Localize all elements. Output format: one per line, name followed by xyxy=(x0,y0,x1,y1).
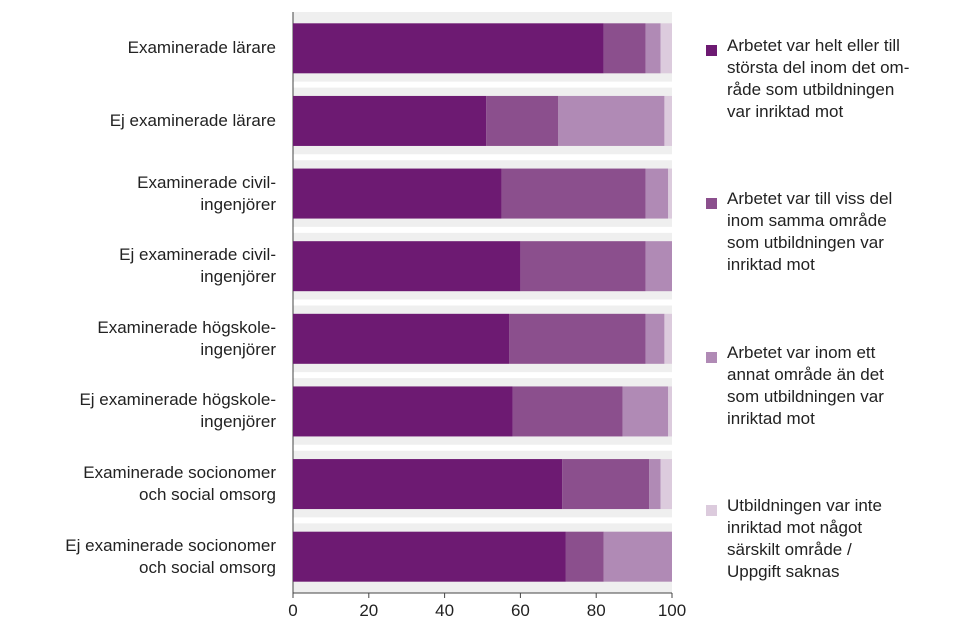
bar-segment xyxy=(509,313,646,364)
band-gap xyxy=(293,299,672,306)
x-tick-label: 20 xyxy=(359,601,378,617)
legend-swatch xyxy=(706,505,717,516)
y-tick-label: Ej examinerade socionomer och social oms… xyxy=(65,535,276,577)
bar-segment xyxy=(645,168,669,219)
bar-segment xyxy=(645,313,665,364)
bar-segment xyxy=(293,313,510,364)
y-tick-label: Examinerade lärare xyxy=(127,38,276,58)
band-gap xyxy=(293,154,672,161)
y-tick-label: Examinerade högskole- ingenjörer xyxy=(97,317,276,359)
y-tick-label: Ej examinerade högskole- ingenjörer xyxy=(79,390,276,432)
bar-segment xyxy=(293,459,563,510)
x-tick-label: 80 xyxy=(587,601,606,617)
legend-swatch xyxy=(706,198,717,209)
bar-segment xyxy=(668,386,672,437)
legend-label: Arbetet var helt eller till största del … xyxy=(727,36,910,121)
band-gap xyxy=(293,226,672,233)
bar-segment xyxy=(486,95,559,146)
bar-segment xyxy=(293,386,513,437)
bar-segment xyxy=(520,241,646,292)
bar-segment xyxy=(293,168,502,219)
bar-segment xyxy=(645,23,661,74)
x-tick-label: 0 xyxy=(288,601,297,617)
bar-segment xyxy=(501,168,646,219)
bar-segment xyxy=(293,241,521,292)
bar-segment xyxy=(668,168,672,219)
bar-segment xyxy=(603,531,672,582)
bar-segment xyxy=(512,386,623,437)
legend-label: Arbetet var till viss del inom samma omr… xyxy=(727,189,893,274)
y-tick-label: Examinerade socionomer och social omsorg xyxy=(83,463,276,505)
band-gap xyxy=(293,444,672,451)
bar-segment xyxy=(565,531,604,582)
bar-segment xyxy=(603,23,646,74)
bar-segment xyxy=(293,23,604,74)
bar-segment xyxy=(562,459,650,510)
band-gap xyxy=(293,372,672,379)
x-tick-label: 40 xyxy=(435,601,454,617)
x-tick-label: 100 xyxy=(658,601,686,617)
band-gap xyxy=(293,517,672,524)
bar-segment xyxy=(645,241,672,292)
legend-swatch xyxy=(706,45,717,56)
x-tick-label: 60 xyxy=(511,601,530,617)
bar-segment xyxy=(664,313,672,364)
bar-segment xyxy=(649,459,661,510)
bar-segment xyxy=(664,95,672,146)
legend-label: Utbildningen var inte inriktad mot något… xyxy=(727,496,882,581)
legend-label: Arbetet var inom ett annat område än det… xyxy=(727,343,884,428)
legend-swatch xyxy=(706,352,717,363)
y-tick-label: Ej examinerade civil- ingenjörer xyxy=(119,245,276,287)
bar-segment xyxy=(622,386,669,437)
bar-segment xyxy=(293,531,566,582)
bar-segment xyxy=(660,459,672,510)
bar-segment xyxy=(293,95,487,146)
band-gap xyxy=(293,81,672,88)
y-tick-label: Ej examinerade lärare xyxy=(109,110,276,130)
bar-segment xyxy=(660,23,672,74)
y-tick-label: Examinerade civil- ingenjörer xyxy=(137,172,276,214)
bar-segment xyxy=(558,95,665,146)
